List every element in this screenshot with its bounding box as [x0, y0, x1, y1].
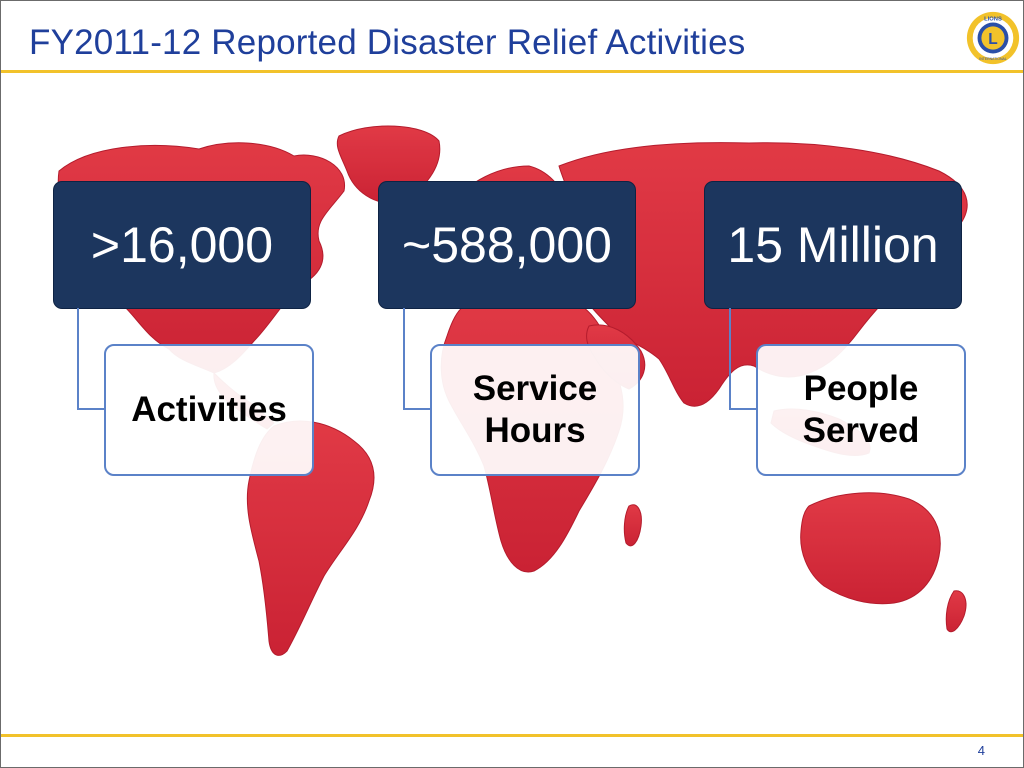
stat-value: 15 Million — [727, 217, 939, 273]
stat-box-service-hours: ~588,000 — [379, 182, 635, 308]
madagascar-shape — [623, 504, 642, 547]
stat-label-service-hours: Service Hours — [430, 344, 640, 476]
connector-line — [403, 308, 431, 410]
south-america-shape — [246, 420, 375, 656]
australia-shape — [800, 492, 941, 605]
page-number: 4 — [977, 743, 985, 758]
stat-box-people-served: 15 Million — [705, 182, 961, 308]
stat-value: >16,000 — [90, 217, 274, 273]
connector-line — [729, 308, 757, 410]
header-rule — [1, 70, 1023, 73]
stat-label-text: People Served — [802, 369, 920, 450]
footer-rule — [1, 734, 1023, 737]
logo-letter: L — [988, 31, 997, 48]
lions-logo: L LIONS INTERNATIONAL — [966, 11, 1020, 65]
slide-title: FY2011-12 Reported Disaster Relief Activ… — [29, 23, 746, 62]
stat-label-people-served: People Served — [756, 344, 966, 476]
stat-value: ~588,000 — [402, 217, 612, 273]
connector-line — [77, 308, 105, 410]
logo-subtext: INTERNATIONAL — [979, 57, 1007, 61]
stat-label-text: Service Hours — [472, 369, 598, 450]
logo-text: LIONS — [984, 17, 1002, 23]
stat-box-activities: >16,000 — [54, 182, 310, 308]
stat-label-activities: Activities — [104, 344, 314, 476]
new-zealand-shape — [945, 590, 967, 633]
stat-label-text: Activities — [131, 390, 287, 429]
